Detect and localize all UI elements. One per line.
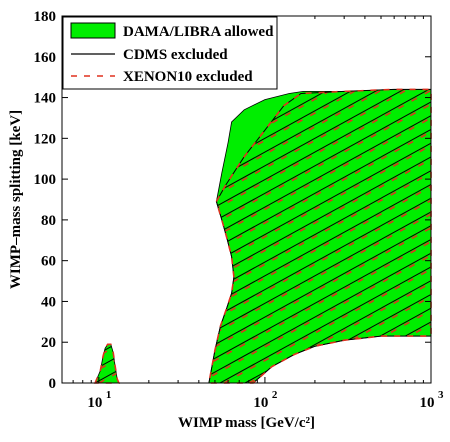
legend: DAMA/LIBRA allowed CDMS excluded XENON10… — [62, 16, 278, 90]
cdms-island-hatch-line — [445, 16, 450, 383]
cdms-hatch-line — [208, 89, 431, 384]
x-tick-label: 10 — [253, 395, 268, 411]
cdms-hatch-line — [208, 89, 431, 384]
x-tick-label-exponent: 2 — [272, 389, 278, 401]
y-tick-label: 100 — [34, 172, 57, 188]
xenon-hatch-line — [208, 89, 431, 384]
cdms-hatch-line — [208, 89, 431, 384]
cdms-hatch-line — [208, 89, 431, 384]
cdms-hatch-line — [269, 89, 431, 384]
cdms-hatch-line — [219, 89, 431, 384]
cdms-hatch-line — [208, 89, 431, 384]
legend-label-dama: DAMA/LIBRA allowed — [123, 24, 274, 40]
y-tick-label: 80 — [41, 213, 56, 229]
x-axis-title: WIMP mass [GeV/c²] — [178, 415, 315, 431]
cdms-hatch-line — [244, 89, 431, 384]
xenon-boundary — [207, 88, 432, 384]
xenon-hatch-line — [208, 89, 431, 384]
x-tick-label: 10 — [87, 395, 102, 411]
xenon-hatch-line — [208, 89, 431, 384]
x-tick-label-exponent: 3 — [438, 389, 444, 401]
cdms-hatch-line — [208, 89, 431, 384]
legend-label-cdms: CDMS excluded — [123, 47, 228, 63]
cdms-hatch-line — [208, 89, 431, 384]
xenon-hatch-line — [208, 89, 431, 384]
xenon-hatch-line — [208, 89, 431, 384]
xenon-hatch-line — [208, 89, 431, 384]
x-tick-label-exponent: 1 — [106, 389, 112, 401]
y-tick-label: 40 — [41, 294, 56, 310]
cdms-hatch-line — [208, 89, 431, 384]
y-tick-label: 0 — [49, 376, 57, 392]
cdms-hatch-line — [208, 89, 431, 384]
cdms-hatch-line — [208, 89, 431, 384]
cdms-hatch — [208, 16, 450, 384]
xenon-hatch — [208, 89, 431, 384]
x-tick-label: 10 — [420, 395, 435, 411]
legend-swatch-dama — [70, 22, 116, 39]
xenon-island-boundary — [93, 343, 121, 384]
legend-label-xenon: XENON10 excluded — [123, 69, 253, 85]
plot-area — [93, 16, 450, 384]
cdms-hatch-line — [208, 89, 431, 384]
xenon-hatch-line — [208, 89, 431, 384]
y-tick-label: 180 — [34, 9, 57, 25]
cdms-hatch-line — [208, 89, 431, 384]
y-tick-label: 140 — [34, 91, 57, 107]
y-tick-label: 20 — [41, 335, 56, 351]
y-tick-label: 120 — [34, 131, 57, 147]
plot-frame — [61, 15, 432, 384]
xenon-hatch-line — [208, 89, 431, 384]
y-tick-label: 60 — [41, 254, 56, 270]
cdms-hatch-line — [445, 16, 450, 383]
cdms-hatch-line — [208, 89, 431, 384]
y-axis-title: WIMP–mass splitting [keV] — [8, 110, 24, 289]
cdms-hatch-line — [294, 89, 431, 384]
y-tick-label: 160 — [34, 50, 57, 66]
